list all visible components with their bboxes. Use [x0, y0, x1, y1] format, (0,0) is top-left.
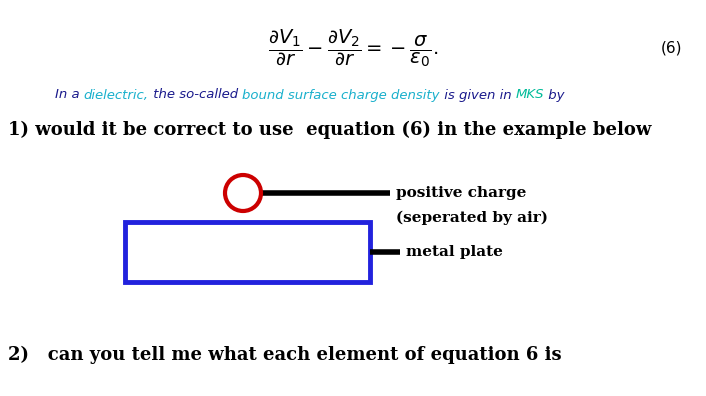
Text: 1) would it be correct to use  equation (6) in the example below: 1) would it be correct to use equation (…	[8, 121, 652, 139]
Bar	[125, 222, 370, 282]
Text: $\dfrac{\partial V_1}{\partial r} - \dfrac{\partial V_2}{\partial r} = -\dfrac{\: $\dfrac{\partial V_1}{\partial r} - \dfr…	[268, 27, 438, 69]
Text: (6): (6)	[662, 40, 683, 55]
Text: (seperated by air): (seperated by air)	[396, 211, 548, 225]
Text: MKS: MKS	[515, 88, 544, 101]
Text: In a: In a	[55, 88, 84, 101]
Text: 2)   can you tell me what each element of equation 6 is: 2) can you tell me what each element of …	[8, 346, 562, 364]
Text: the so-called: the so-called	[149, 88, 242, 101]
Text: positive charge: positive charge	[396, 186, 527, 200]
Text: by: by	[544, 88, 565, 101]
Text: is given in: is given in	[440, 88, 515, 101]
Text: dielectric,: dielectric,	[84, 88, 149, 101]
Text: metal plate: metal plate	[406, 245, 503, 259]
Text: bound surface charge density: bound surface charge density	[242, 88, 440, 101]
